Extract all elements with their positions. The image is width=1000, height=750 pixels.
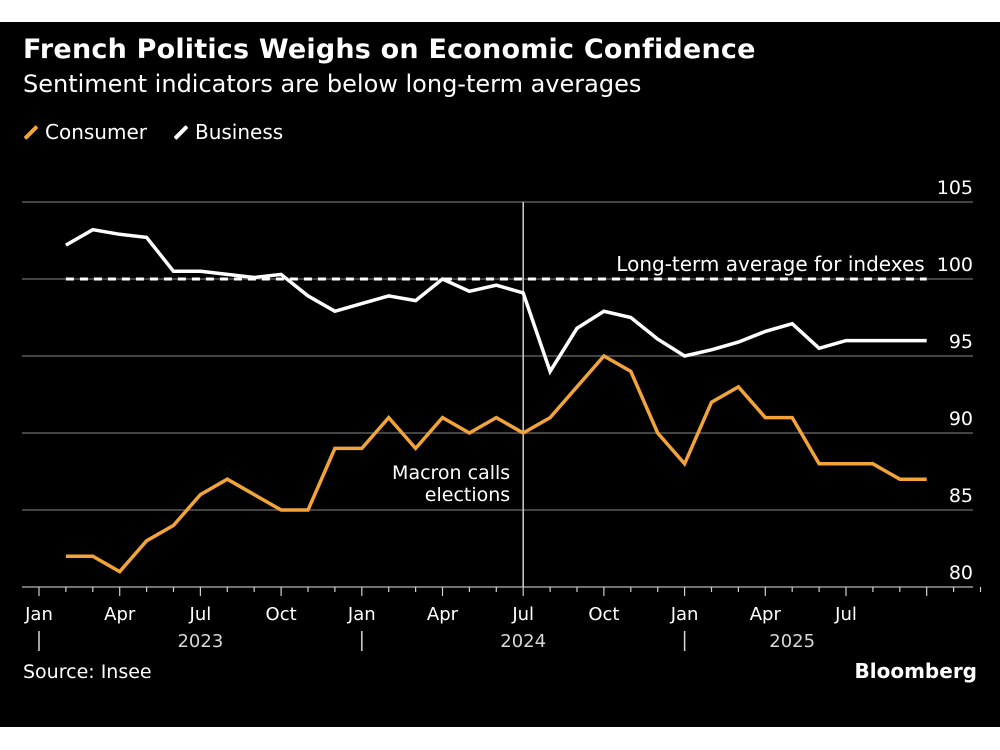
x-axis: Jan Apr Jul Oct Jan Apr Jul Oct Jan Apr Jul 2023 202… bbox=[22, 586, 982, 652]
event-annotation-label: elections bbox=[425, 484, 510, 506]
x-tick-label: Jan bbox=[670, 604, 699, 625]
x-tick-label: Jul bbox=[834, 604, 857, 625]
legend-item-business: Business bbox=[173, 120, 283, 144]
x-tick-label: Jul bbox=[511, 604, 534, 625]
x-tick-label: Apr bbox=[427, 604, 459, 625]
reference-line-label: Long-term average for indexes bbox=[616, 252, 924, 276]
legend-item-consumer: Consumer bbox=[23, 120, 147, 144]
legend-label-business: Business bbox=[194, 120, 284, 144]
y-tick-label: 95 bbox=[949, 331, 973, 353]
x-tick-label: Jul bbox=[189, 604, 212, 625]
y-tick-label: 105 bbox=[937, 177, 973, 199]
legend-label-consumer: Consumer bbox=[45, 120, 147, 144]
chart-panel bbox=[0, 22, 1000, 727]
y-tick-label: 80 bbox=[949, 562, 973, 584]
legend: Consumer Business bbox=[23, 120, 309, 144]
x-tick-label: Jan bbox=[24, 604, 53, 625]
x-tick-label: Apr bbox=[104, 604, 136, 625]
y-tick-label: 90 bbox=[949, 408, 973, 430]
y-tick-label: 100 bbox=[937, 254, 973, 276]
event-annotation-label: Macron calls bbox=[392, 462, 510, 484]
x-tick-label: Oct bbox=[266, 604, 297, 625]
chart-title: French Politics Weighs on Economic Confi… bbox=[23, 34, 756, 65]
source-note: Source: Insee bbox=[23, 661, 152, 683]
series bbox=[65, 227, 927, 574]
chart-subtitle: Sentiment indicators are below long-term… bbox=[23, 70, 642, 98]
y-tick-label: 85 bbox=[949, 485, 973, 507]
x-year-label: 2023 bbox=[177, 631, 223, 652]
y-axis: 80 85 90 95 100 105 bbox=[937, 177, 973, 584]
x-tick-label: Jan bbox=[347, 604, 376, 625]
x-tick-label: Apr bbox=[750, 604, 782, 625]
brand-logo: Bloomberg bbox=[854, 659, 977, 683]
series-line-business bbox=[65, 227, 927, 376]
x-tick-label: Oct bbox=[588, 604, 619, 625]
x-year-label: 2025 bbox=[769, 631, 815, 652]
annotations: Long-term average for indexes Macron call… bbox=[65, 202, 927, 587]
x-year-label: 2024 bbox=[500, 631, 546, 652]
